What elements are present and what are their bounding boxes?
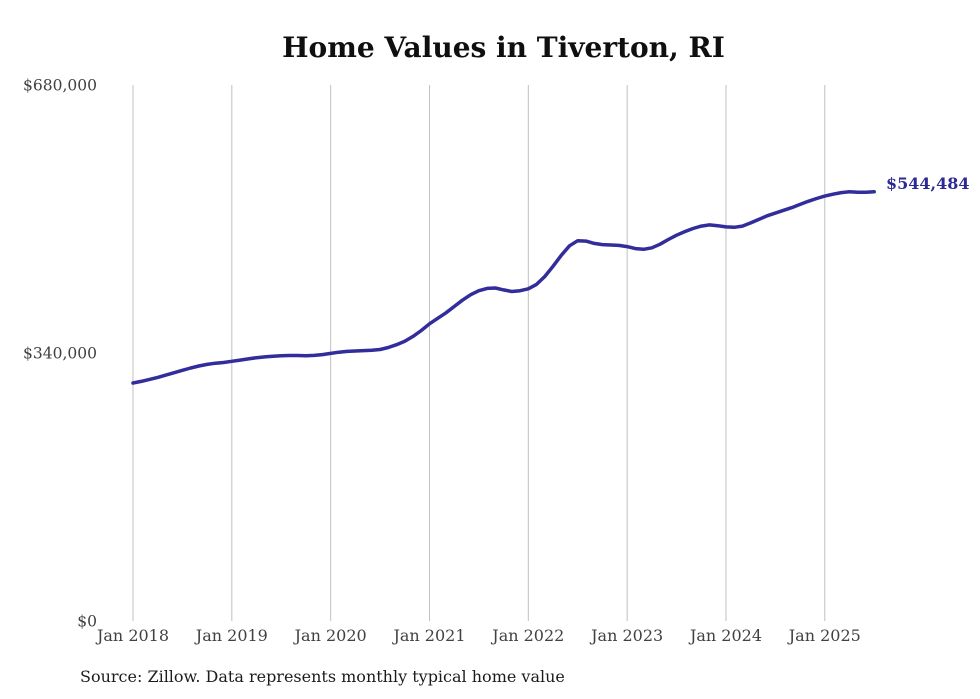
x-tick-label: Jan 2019 [194, 626, 268, 645]
x-tick-label: Jan 2021 [391, 626, 465, 645]
x-tick-label: Jan 2022 [490, 626, 564, 645]
x-tick-label: Jan 2020 [293, 626, 367, 645]
x-tick-label: Jan 2018 [95, 626, 169, 645]
x-tick-label: Jan 2025 [787, 626, 861, 645]
y-tick-label: $680,000 [23, 77, 97, 95]
y-tick-label: $0 [77, 613, 97, 631]
chart-title: Home Values in Tiverton, RI [282, 31, 725, 64]
source-note: Source: Zillow. Data represents monthly … [80, 667, 565, 686]
latest-value-label: $544,484 [886, 174, 970, 193]
y-tick-label: $340,000 [23, 345, 97, 363]
home-value-series-line [131, 190, 876, 385]
x-tick-label: Jan 2023 [589, 626, 663, 645]
x-tick-label: Jan 2024 [688, 626, 762, 645]
